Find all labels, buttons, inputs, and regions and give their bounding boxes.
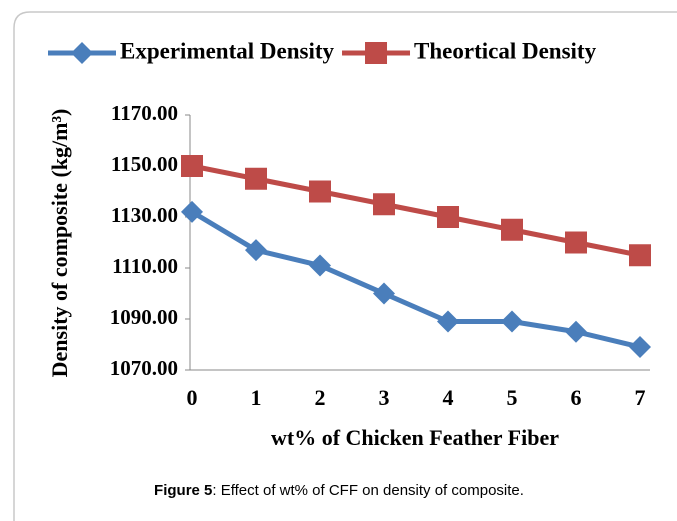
series-line bbox=[190, 209, 641, 350]
marker bbox=[501, 218, 523, 241]
marker bbox=[501, 310, 523, 333]
legend-label: Theortical Density bbox=[414, 38, 597, 63]
x-tick-label: 7 bbox=[635, 385, 646, 410]
x-tick-label: 5 bbox=[507, 385, 518, 410]
marker bbox=[373, 193, 395, 216]
marker bbox=[365, 42, 388, 64]
marker bbox=[309, 254, 331, 277]
legend-label: Experimental Density bbox=[120, 38, 335, 63]
marker bbox=[629, 336, 651, 359]
marker bbox=[71, 42, 93, 64]
marker bbox=[565, 231, 587, 254]
x-tick-label: 0 bbox=[187, 385, 198, 410]
x-axis-label: wt% of Chicken Feather Fiber bbox=[271, 425, 559, 450]
y-tick-label: 1170.00 bbox=[111, 101, 178, 125]
marker bbox=[565, 320, 587, 343]
x-tick-label: 1 bbox=[251, 385, 262, 410]
x-tick-label: 2 bbox=[315, 385, 326, 410]
marker bbox=[437, 310, 459, 333]
marker bbox=[181, 155, 203, 177]
marker bbox=[181, 200, 203, 223]
x-tick-label: 6 bbox=[571, 385, 582, 410]
marker bbox=[245, 239, 267, 262]
y-tick-label: 1110.00 bbox=[112, 254, 178, 278]
frame bbox=[13, 11, 677, 521]
y-tick-label: 1130.00 bbox=[111, 203, 178, 227]
caption-label: Figure 5 bbox=[154, 482, 212, 499]
x-tick-label: 3 bbox=[379, 385, 390, 410]
y-tick-label: 1150.00 bbox=[111, 152, 178, 176]
x-tick-label: 4 bbox=[443, 385, 454, 410]
marker bbox=[629, 244, 651, 267]
y-tick-label: 1090.00 bbox=[110, 305, 178, 329]
y-tick-label: 1070.00 bbox=[110, 356, 178, 380]
y-axis-label: Density of composite (kg/m³) bbox=[47, 109, 72, 378]
marker bbox=[373, 282, 395, 305]
marker bbox=[245, 167, 267, 190]
marker bbox=[309, 180, 331, 203]
marker bbox=[437, 206, 459, 228]
caption: Figure 5: Effect of wt% of CFF on densit… bbox=[154, 482, 524, 499]
caption-text: : Effect of wt% of CFF on density of com… bbox=[212, 482, 524, 499]
